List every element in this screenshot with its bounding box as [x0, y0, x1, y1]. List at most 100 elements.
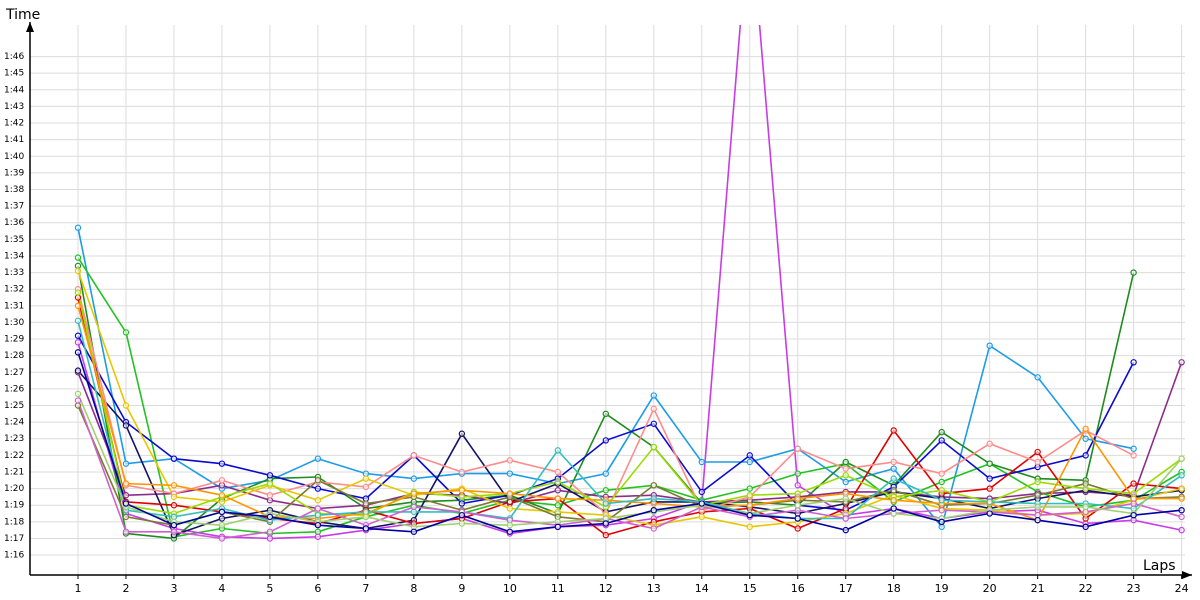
point — [506, 528, 514, 535]
point — [1130, 480, 1137, 487]
point — [1178, 455, 1185, 462]
point — [314, 497, 322, 504]
point — [842, 515, 849, 522]
x-tick-label: 2 — [122, 582, 129, 595]
point — [410, 503, 418, 511]
point — [458, 468, 466, 476]
point — [506, 490, 514, 497]
point — [122, 528, 130, 535]
point — [650, 405, 657, 413]
point — [746, 485, 753, 492]
point — [122, 460, 130, 467]
point — [266, 528, 274, 535]
point — [218, 460, 226, 467]
series-line — [77, 352, 1182, 533]
point — [842, 472, 849, 479]
point — [794, 495, 801, 502]
x-arrow — [1182, 571, 1192, 579]
point — [74, 332, 82, 339]
point — [266, 513, 274, 521]
point — [74, 254, 82, 261]
y-tick-label: 1:26 — [4, 384, 24, 394]
point — [1034, 448, 1041, 456]
point — [122, 513, 130, 521]
point — [794, 502, 801, 509]
y-tick-label: 1:28 — [4, 351, 24, 361]
point — [746, 511, 753, 519]
y-tick-label: 1:46 — [4, 52, 24, 62]
x-tick-label: 23 — [1127, 582, 1141, 595]
point — [698, 488, 705, 496]
point — [794, 445, 801, 452]
point — [746, 502, 753, 509]
point — [458, 430, 466, 437]
y-tick-label: 1:33 — [4, 268, 24, 278]
y-tick-label: 1:16 — [4, 551, 24, 561]
point — [554, 478, 562, 486]
point — [650, 443, 657, 451]
point — [314, 511, 322, 519]
point — [314, 521, 322, 529]
tick-labels: 1:16 1:17 1:18 1:19 1:20 1:21 1:22 1:23 1:24 1:25… — [4, 52, 1189, 595]
point — [554, 523, 562, 531]
point — [890, 497, 897, 504]
y-tick-label: 1:29 — [4, 335, 24, 345]
point — [170, 455, 178, 462]
x-tick-label: 3 — [170, 582, 177, 595]
point — [986, 440, 993, 447]
point — [1034, 458, 1041, 466]
x-tick-label: 21 — [1031, 582, 1045, 595]
point — [986, 510, 993, 517]
point — [794, 470, 801, 477]
y-tick-label: 1:19 — [4, 501, 24, 511]
y-tick-label: 1:37 — [4, 202, 24, 212]
point — [554, 495, 562, 502]
point — [1178, 495, 1185, 502]
point — [266, 535, 274, 542]
y-tick-label: 1:38 — [4, 185, 24, 195]
point — [218, 492, 226, 499]
point — [842, 465, 849, 472]
point — [554, 487, 562, 494]
point — [1082, 485, 1089, 492]
x-tick-label: 4 — [218, 582, 225, 595]
y-tick-label: 1:25 — [4, 401, 24, 411]
point — [1082, 452, 1089, 459]
y-tick-label: 1:30 — [4, 318, 24, 328]
point — [746, 458, 753, 466]
point — [938, 506, 945, 514]
point — [218, 535, 226, 542]
point — [170, 502, 178, 509]
y-tick-label: 1:35 — [4, 235, 24, 245]
y-arrow — [26, 22, 34, 32]
point — [1130, 511, 1137, 519]
point — [314, 505, 322, 512]
point — [362, 483, 370, 491]
point — [890, 475, 897, 482]
y-tick-label: 1:40 — [4, 152, 24, 162]
point — [1034, 478, 1041, 486]
point — [314, 485, 322, 492]
point — [506, 521, 514, 529]
point — [938, 487, 945, 494]
point — [218, 515, 226, 522]
point — [1130, 359, 1137, 366]
point — [122, 480, 130, 487]
point — [458, 500, 466, 507]
point — [506, 505, 514, 512]
point — [938, 437, 945, 444]
y-tick-label: 1:39 — [4, 168, 24, 178]
point — [938, 518, 945, 526]
point — [650, 506, 657, 514]
point — [362, 513, 370, 521]
point — [1178, 485, 1185, 492]
point — [986, 475, 993, 482]
point — [650, 392, 657, 399]
point — [986, 485, 993, 492]
series-line — [77, 292, 1183, 517]
point — [1082, 503, 1089, 511]
point — [74, 349, 82, 356]
y-tick-label: 1:45 — [4, 69, 24, 79]
series-line — [77, 297, 1182, 536]
